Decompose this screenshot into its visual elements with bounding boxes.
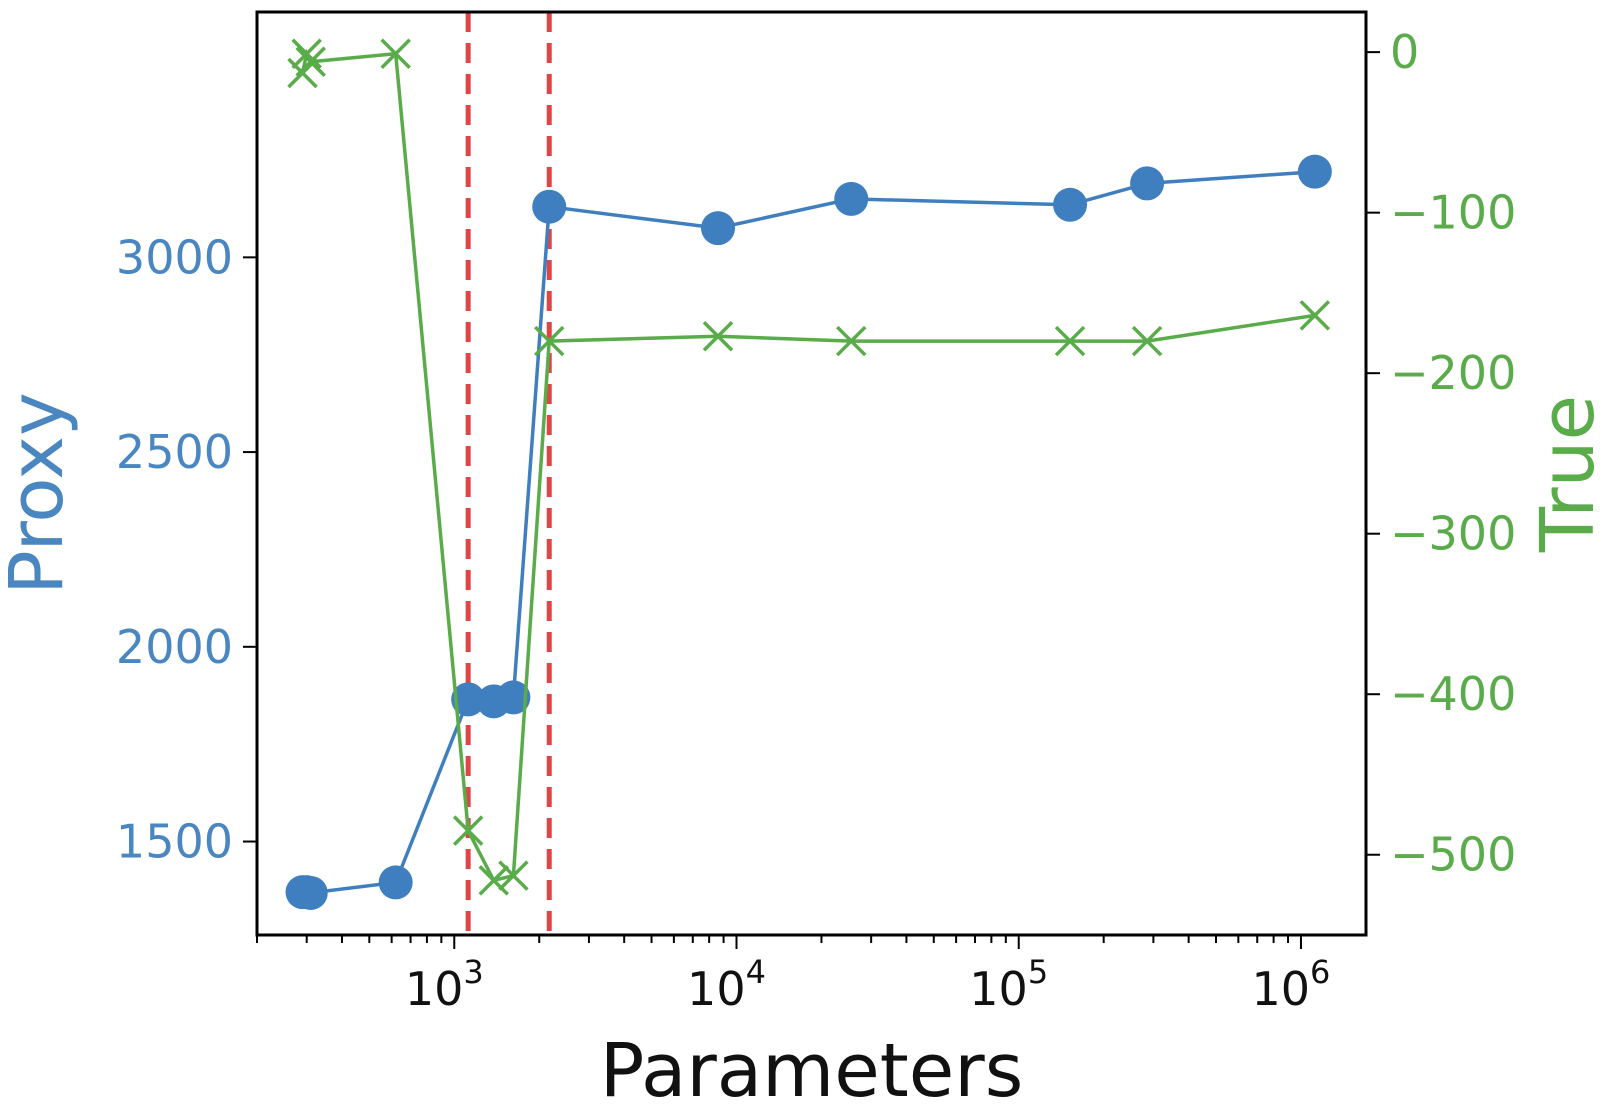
y-left-tick-label: 2000 [116,620,233,674]
data-point [1053,187,1088,222]
series-line [302,169,1316,895]
x-tick-label: 106 [1252,953,1331,1016]
data-point [533,325,565,357]
reference-lines [465,12,552,935]
x-marker-stroke [836,325,867,357]
x-marker-stroke [478,865,509,896]
x-marker-stroke [380,38,411,69]
y-right-tick-label: −500 [1390,828,1516,882]
data-point [452,815,484,846]
x-marker-stroke [295,46,326,77]
x-tick-label: 105 [969,953,1048,1016]
x-marker-stroke [452,815,484,846]
y-right-tick-label: 0 [1390,25,1419,79]
data-point [1299,300,1331,331]
y-axis-left-title: Proxy [0,392,80,595]
series-layer [285,38,1332,910]
data-point [836,325,867,357]
data-point [498,860,529,891]
plot-frame [255,10,1368,937]
data-point [295,46,326,77]
data-point [834,181,869,216]
x-tick-label: 103 [405,953,484,1016]
data-point [702,321,734,352]
y-left-tick-label: 1500 [116,815,233,869]
x-tick-label: 104 [687,953,766,1016]
y-left-tick-label: 3000 [116,230,233,284]
data-point [478,865,509,896]
data-point [1297,154,1332,189]
data-point [378,865,413,900]
data-point [1131,325,1163,357]
y-axis-right: 0 −100 −200 −300 −400 −500 [1366,25,1516,882]
data-point [496,680,531,715]
x-marker-stroke [1299,300,1331,331]
x-marker-stroke [291,38,322,69]
x-marker-stroke [533,325,565,357]
data-point [701,211,736,246]
y-right-tick-label: −100 [1390,186,1516,240]
data-point [293,875,328,910]
x-marker-stroke [1054,325,1086,357]
data-point [1130,166,1165,201]
x-marker-stroke [1131,325,1163,357]
data-point [451,682,486,717]
y-left-tick-label: 2500 [116,425,233,479]
data-point [1054,325,1086,357]
x-axis-title: Parameters [600,1028,1024,1114]
series-proxy [285,154,1332,910]
y-axis-left: 1500 2000 2500 3000 [116,230,257,869]
x-marker-stroke [498,860,529,891]
data-point [532,189,567,224]
data-point [291,38,322,69]
x-marker-stroke [702,321,734,352]
y-right-tick-label: −300 [1390,507,1516,561]
series-true [287,38,1331,896]
y-axis-right-title: True [1525,395,1611,553]
data-point [380,38,411,69]
x-axis: 103 104 105 106 [256,935,1331,1016]
y-right-tick-label: −400 [1390,667,1516,721]
y-right-tick-label: −200 [1390,346,1516,400]
